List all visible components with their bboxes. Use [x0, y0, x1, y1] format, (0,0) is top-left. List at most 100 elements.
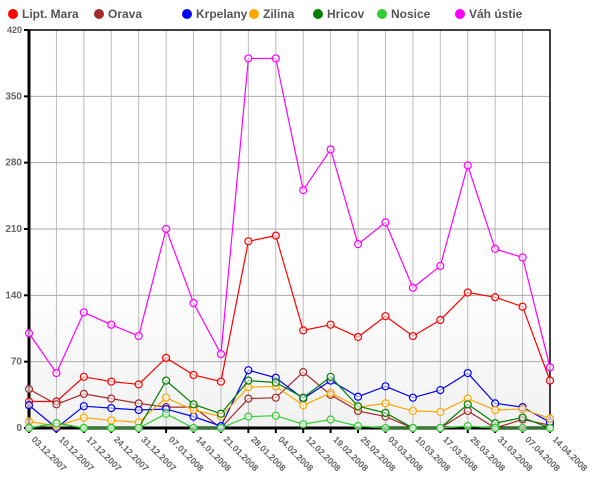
legend-label: Orava [108, 7, 142, 21]
legend-marker [377, 9, 387, 19]
legend-item: Nosice [377, 7, 431, 21]
legend-label: Hricov [327, 7, 365, 21]
data-point [545, 363, 555, 372]
data-point [271, 411, 280, 420]
data-point [463, 368, 472, 378]
y-tick-label: 350 [5, 91, 22, 102]
data-point [107, 404, 116, 413]
data-point [24, 401, 34, 410]
data-point [52, 400, 61, 409]
data-point [491, 244, 500, 253]
legend-marker [182, 9, 192, 19]
data-point [436, 385, 445, 395]
data-point [381, 408, 390, 417]
data-point [24, 329, 34, 338]
series-line [29, 234, 551, 403]
series-line [28, 413, 550, 429]
data-point [244, 383, 253, 392]
legend: Lipt. Mara Orava Krpelany Zilina Hricov Nosic… [8, 7, 523, 21]
data-point [79, 308, 88, 317]
data-point [545, 414, 555, 423]
data-point [491, 405, 500, 415]
data-point [545, 376, 555, 385]
data-point [545, 423, 555, 433]
legend-marker [249, 9, 259, 19]
data-point [381, 399, 390, 408]
y-tick-label: 70 [11, 357, 23, 368]
data-point [52, 368, 61, 378]
data-point [326, 388, 335, 398]
legend-label: Krpelany [196, 7, 248, 21]
data-point [107, 423, 116, 433]
data-point [271, 54, 280, 63]
data-point [518, 423, 527, 433]
data-point [189, 412, 198, 421]
data-point [134, 331, 143, 341]
y-tick-label: 0 [16, 423, 22, 434]
data-point [79, 372, 88, 381]
data-point [299, 186, 308, 195]
data-point [107, 394, 116, 403]
data-point [162, 393, 171, 402]
data-point [353, 422, 363, 431]
series-line [28, 385, 551, 427]
legend-label: Zilina [263, 7, 295, 21]
y-tick-label: 280 [5, 158, 22, 169]
legend-item: Krpelany [182, 7, 248, 21]
data-point [216, 377, 226, 386]
data-point [491, 423, 500, 433]
data-point [189, 423, 198, 433]
data-point [107, 416, 116, 425]
data-point [162, 353, 171, 362]
data-point [518, 413, 527, 422]
data-point [271, 231, 280, 240]
data-point [189, 400, 198, 409]
data-point [436, 407, 445, 416]
data-point [24, 417, 34, 426]
data-point [326, 415, 335, 424]
data-point [79, 413, 88, 422]
data-point [381, 382, 390, 391]
data-point [134, 399, 143, 408]
data-point [24, 385, 34, 394]
data-point [79, 402, 88, 411]
data-point [244, 412, 253, 421]
legend-label: Lipt. Mara [22, 7, 79, 21]
data-point [244, 394, 253, 403]
data-point [107, 320, 116, 329]
data-point [134, 380, 143, 389]
data-point [326, 145, 335, 154]
data-point [353, 392, 363, 401]
data-point [244, 376, 253, 385]
data-point [189, 298, 198, 308]
data-point [463, 422, 472, 431]
data-point [381, 423, 390, 433]
series-v-h-stie [24, 54, 555, 378]
data-point [189, 370, 198, 380]
data-point [436, 261, 445, 271]
data-point [79, 423, 88, 433]
data-point [463, 406, 472, 416]
legend-marker [8, 9, 18, 19]
legend-marker [313, 9, 323, 19]
data-point [134, 423, 143, 433]
series-line [28, 371, 551, 429]
data-point [134, 405, 143, 415]
data-point [408, 406, 417, 416]
data-point [244, 54, 253, 63]
legend-item: Váh ústie [455, 7, 523, 21]
data-point [162, 409, 171, 418]
data-point [299, 401, 308, 410]
data-point [271, 393, 280, 402]
legend-item: Zilina [249, 7, 295, 21]
data-point [518, 302, 527, 311]
data-point [408, 423, 417, 433]
data-point [518, 253, 527, 262]
data-point [216, 409, 226, 418]
y-tick-label: 140 [5, 290, 22, 301]
data-point [463, 161, 472, 170]
data-point [381, 218, 390, 227]
series-zilina [24, 382, 555, 431]
